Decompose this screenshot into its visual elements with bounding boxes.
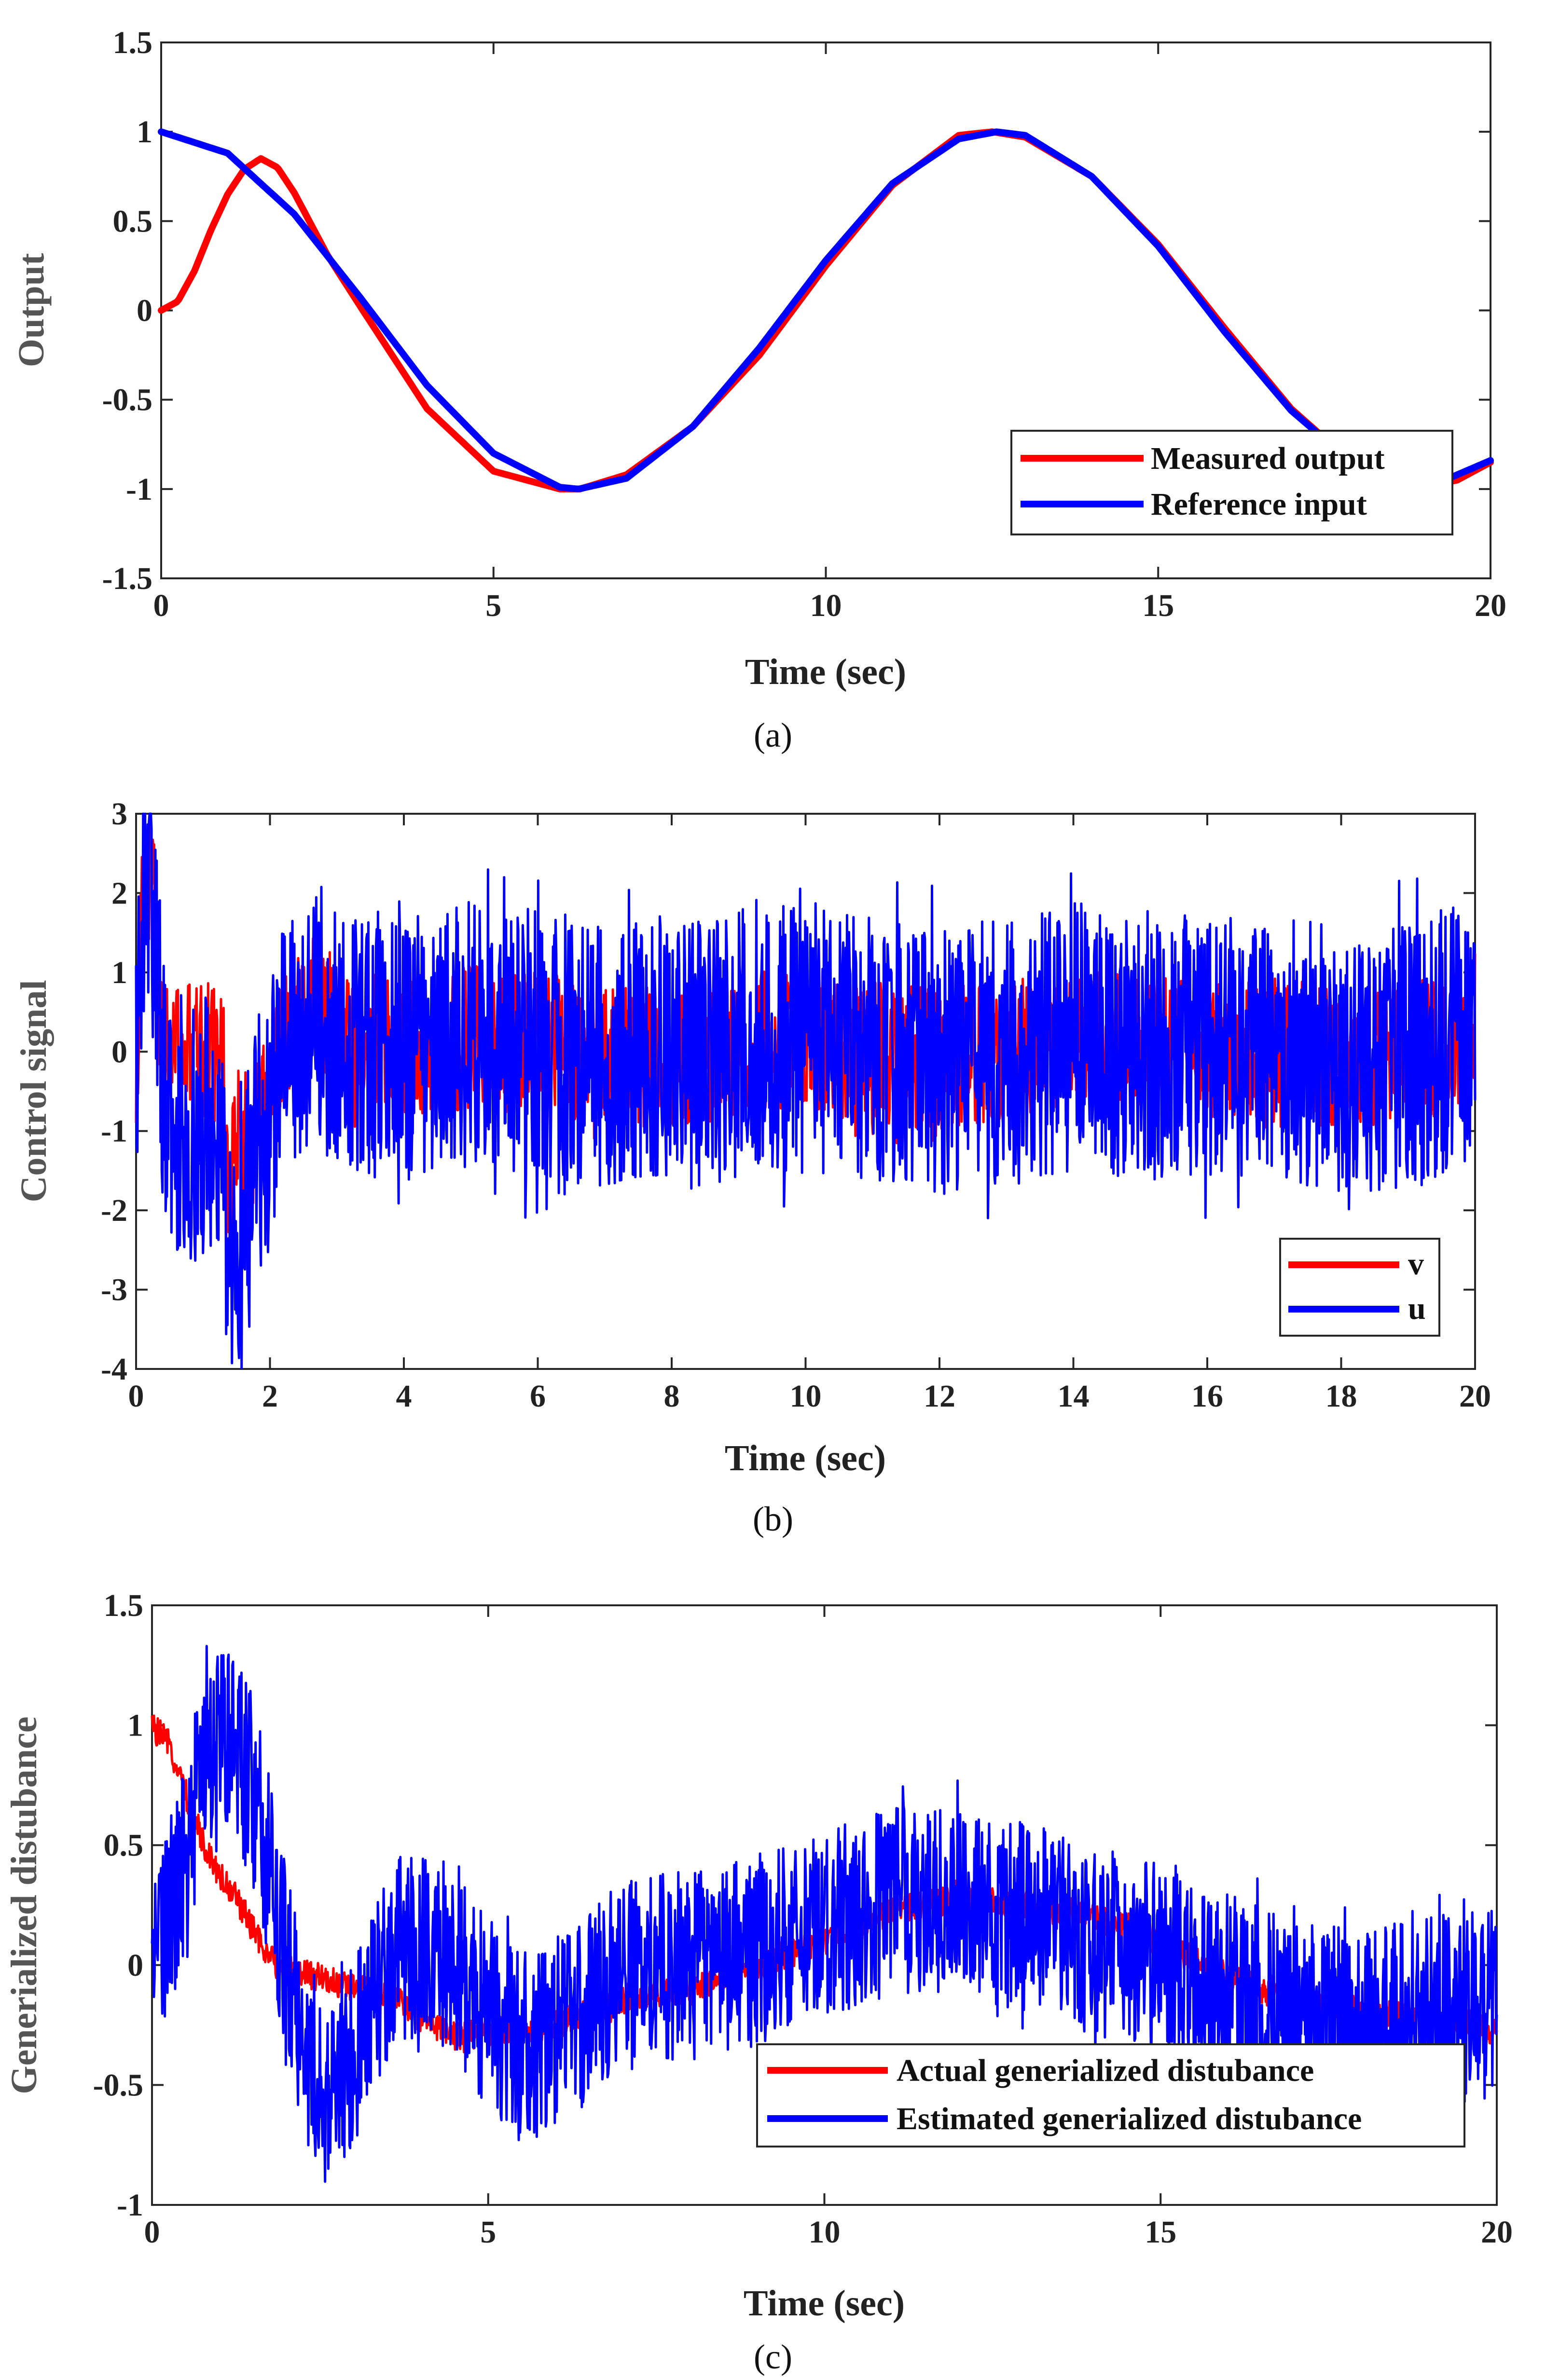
legend-label-actual: Actual generialized distubance: [897, 2053, 1314, 2088]
y-axis-ticks: -1 -0.5 0 0.5 1 1.5: [93, 1588, 1497, 2223]
y-tick-label: 0: [111, 1034, 127, 1069]
y-axis-label: Generialized distubance: [4, 1716, 44, 2094]
x-tick-label: 20: [1459, 1379, 1491, 1414]
x-tick-label: 16: [1191, 1379, 1223, 1414]
y-tick-label: 0.5: [113, 204, 153, 239]
legend-label-estimated: Estimated generialized distubance: [897, 2101, 1362, 2136]
x-tick-label: 12: [924, 1379, 955, 1414]
x-tick-label: 10: [790, 1379, 822, 1414]
x-axis-label: Time (sec): [745, 652, 906, 692]
chart-c: 0 5 10 15 20 -1 -0.5 0 0.5 1 1.5 Time (sec) Gener…: [4, 1588, 1513, 2376]
legend-box: [1010, 430, 1453, 535]
x-tick-label: 18: [1325, 1379, 1357, 1414]
y-axis-label: Output: [11, 253, 52, 368]
legend-label-u: u: [1408, 1291, 1426, 1326]
x-axis-ticks: 0 5 10 15 20: [144, 1605, 1513, 2250]
legend-box: [1279, 1238, 1440, 1337]
figure-caption: (b): [753, 1500, 793, 1538]
x-tick-label: 20: [1475, 588, 1506, 623]
y-tick-label: -0.5: [93, 2067, 143, 2103]
y-tick-label: -2: [101, 1193, 127, 1228]
x-tick-label: 14: [1058, 1379, 1090, 1414]
x-tick-label: 4: [396, 1379, 412, 1414]
figure-caption: (a): [754, 716, 792, 754]
y-tick-label: 1.5: [113, 25, 153, 60]
legend: v u: [1279, 1238, 1440, 1337]
legend-label-measured-output: Measured output: [1151, 441, 1385, 476]
x-axis-label: Time (sec): [725, 1438, 886, 1478]
x-tick-label: 5: [480, 2215, 496, 2250]
y-tick-label: 0.5: [104, 1828, 144, 1863]
y-tick-label: -1: [117, 2188, 143, 2223]
y-axis-label: Control signal: [14, 980, 54, 1202]
x-axis-label: Time (sec): [744, 2283, 905, 2324]
x-tick-label: 8: [664, 1379, 680, 1414]
y-tick-label: -1: [101, 1114, 127, 1149]
y-tick-label: -1.5: [102, 561, 152, 596]
legend: Measured output Reference input: [1010, 430, 1453, 535]
y-tick-label: -0.5: [102, 383, 152, 418]
x-tick-label: 20: [1481, 2215, 1513, 2250]
legend-box: [756, 2043, 1465, 2147]
x-axis-ticks: 0 2 4 6 8 10 12 14 16 18 20: [128, 814, 1491, 1414]
x-tick-label: 0: [153, 588, 169, 623]
y-tick-label: -3: [101, 1272, 127, 1308]
x-tick-label: 5: [485, 588, 501, 623]
x-tick-label: 0: [128, 1379, 144, 1414]
x-tick-label: 15: [1142, 588, 1174, 623]
legend-label-v: v: [1408, 1246, 1424, 1282]
y-tick-label: 1: [111, 955, 127, 990]
y-tick-label: 1.5: [104, 1588, 144, 1623]
series-line-reference-input: [158, 128, 1494, 492]
x-tick-label: 10: [809, 2215, 841, 2250]
y-tick-label: 0: [137, 293, 152, 328]
y-tick-label: -4: [101, 1352, 127, 1387]
y-tick-label: 2: [111, 875, 127, 911]
figure-caption: (c): [754, 2338, 792, 2376]
series-layer: [158, 128, 1494, 492]
y-axis-ticks: -1.5 -1 -0.5 0 0.5 1 1.5: [102, 25, 1491, 596]
x-tick-label: 2: [262, 1379, 278, 1414]
y-tick-label: -1: [126, 472, 152, 507]
x-tick-label: 15: [1145, 2215, 1176, 2250]
x-tick-label: 0: [144, 2215, 160, 2250]
y-tick-label: 1: [137, 114, 152, 150]
y-tick-label: 0: [127, 1948, 143, 1983]
y-tick-label: 3: [111, 796, 127, 832]
legend: Actual generialized distubance Estimated…: [756, 2043, 1465, 2147]
y-tick-label: 1: [127, 1708, 143, 1743]
series-line-u: [135, 812, 1477, 1369]
x-tick-label: 10: [810, 588, 842, 623]
series-layer: [135, 812, 1477, 1369]
y-axis-ticks: -4 -3 -2 -1 0 1 2 3: [101, 796, 1475, 1387]
chart-a: 0 5 10 15 20 -1.5 -1 -0.5 0 0.5 1 1.5 Time (sec) O…: [11, 25, 1506, 754]
x-axis-ticks: 0 5 10 15 20: [153, 42, 1506, 623]
x-tick-label: 6: [530, 1379, 546, 1414]
legend-label-reference-input: Reference input: [1151, 487, 1367, 522]
